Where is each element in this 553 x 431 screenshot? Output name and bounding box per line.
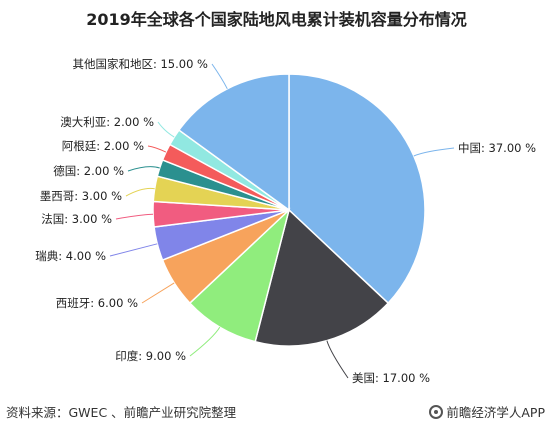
slice-label: 墨西哥: 3.00 % xyxy=(40,189,122,203)
slice-label: 印度: 9.00 % xyxy=(115,349,186,363)
slice-label: 西班牙: 6.00 % xyxy=(56,296,138,310)
slice-label: 瑞典: 4.00 % xyxy=(35,249,106,263)
slice-label: 法国: 3.00 % xyxy=(41,212,112,226)
leader-line xyxy=(115,213,154,220)
slice-label: 中国: 37.00 % xyxy=(458,141,536,155)
slice-label: 美国: 17.00 % xyxy=(352,371,430,385)
leader-line xyxy=(125,187,155,197)
slice-label: 德国: 2.00 % xyxy=(53,164,124,178)
slice-label: 澳大利亚: 2.00 % xyxy=(60,115,154,129)
leader-line xyxy=(413,147,455,157)
data-labels: 中国: 37.00 % 美国: 17.00 % 印度: 9.00 % 西班牙: 6.0… xyxy=(35,57,536,385)
leader-line xyxy=(189,326,221,357)
pie-slices xyxy=(152,73,426,347)
pie-slice xyxy=(288,73,426,305)
chart-title: 2019年全球各个国家陆地风电累计装机容量分布情况 xyxy=(86,10,467,29)
leader-line xyxy=(109,243,158,257)
source-note: 资料来源：GWEC 、前瞻产业研究院整理 xyxy=(6,405,237,420)
slice-label: 阿根廷: 2.00 % xyxy=(62,139,144,153)
leader-line xyxy=(147,145,167,153)
leader-line xyxy=(157,121,175,138)
pie-slice xyxy=(254,208,390,347)
slice-label: 其他国家和地区: 15.00 % xyxy=(72,57,208,71)
leader-line xyxy=(211,63,228,90)
leader-line xyxy=(127,166,160,172)
leader-line xyxy=(326,340,349,379)
leader-lines xyxy=(109,63,455,379)
leader-line xyxy=(141,282,175,304)
brand-logo-icon xyxy=(429,405,444,419)
brand-credit: 前瞻经济学人APP xyxy=(429,402,545,421)
brand-name: 前瞻经济学人APP xyxy=(446,405,545,420)
